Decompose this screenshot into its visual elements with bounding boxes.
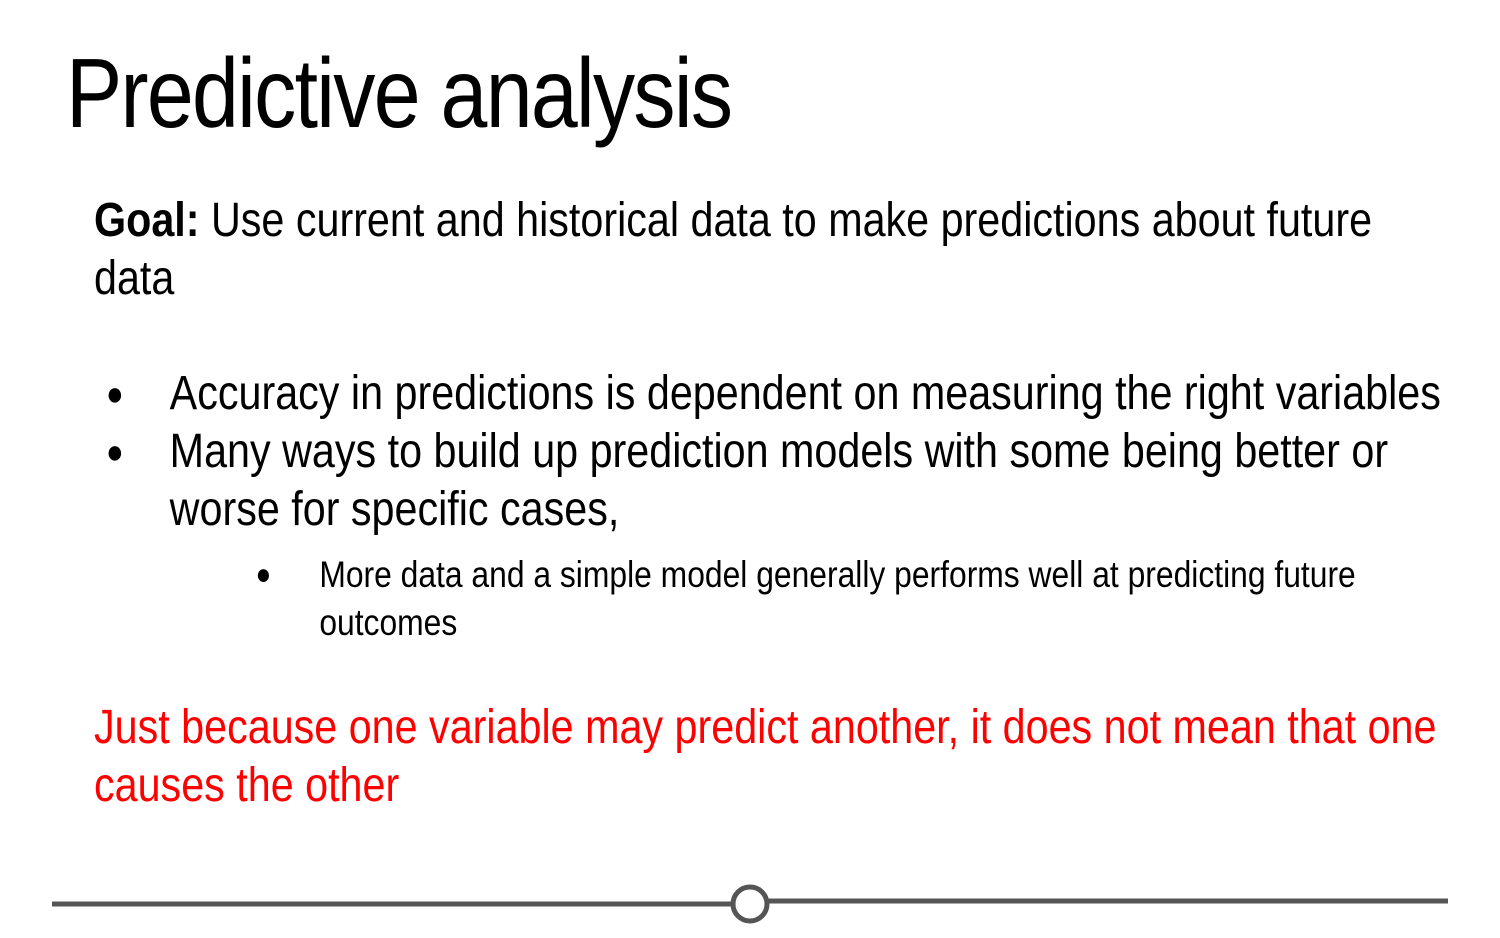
slide-body: Goal: Use current and historical data to… [94,192,1441,815]
bullet-text: Accuracy in predictions is dependent on … [169,367,1441,420]
footer-rule [52,884,1448,924]
bullet-dot-icon: ● [106,433,124,471]
goal-label: Goal: [94,194,200,247]
bullet-text: Many ways to build up prediction models … [169,425,1389,536]
goal-statement: Goal: Use current and historical data to… [94,192,1401,308]
goal-text: Use current and historical data to make … [94,194,1373,305]
bullet-list: ● Accuracy in predictions is dependent o… [94,365,1441,647]
bullet-item: ● Accuracy in predictions is dependent o… [94,365,1442,423]
sub-bullet-dot-icon: ● [255,558,272,591]
bullet-item: ● Many ways to build up prediction model… [94,423,1442,647]
causation-warning: Just because one variable may predict an… [94,701,1437,812]
slide-title: Predictive analysis [66,38,733,148]
sub-bullet-text: More data and a simple model generally p… [319,554,1356,643]
sub-bullet-list: ● More data and a simple model generally… [170,551,1443,647]
footer-circle-icon [730,884,770,924]
bullet-dot-icon: ● [106,375,124,413]
sub-bullet-item: ● More data and a simple model generally… [170,551,1489,647]
